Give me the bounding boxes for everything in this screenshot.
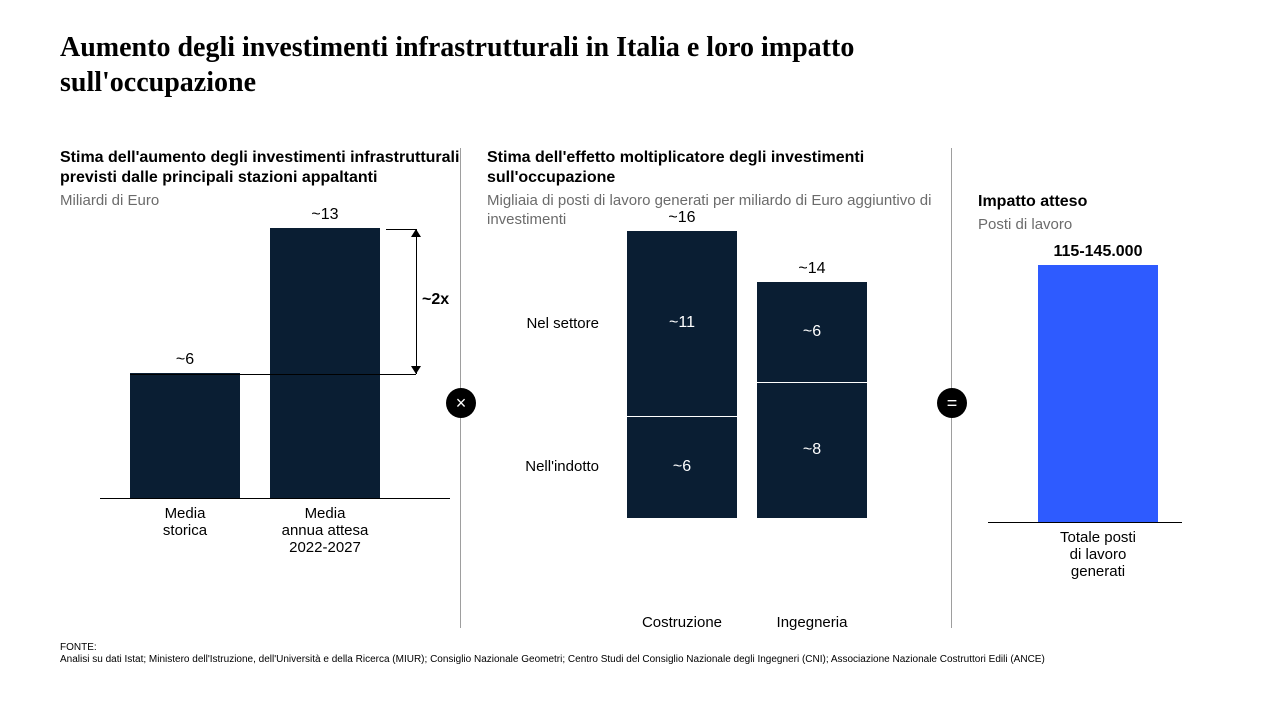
reference-line [130,374,416,375]
bar-value: ~13 [270,206,380,224]
bar-fill [270,228,380,498]
panel-multiplier-title: Stima dell'effetto moltiplicatore degli … [487,148,951,188]
x-tick-label: Mediastorica [130,505,240,540]
bar: ~6 [130,373,240,498]
bar-segment: ~11 [627,231,737,417]
panel-impact: Impatto atteso Posti di lavoro 115-145.0… [952,148,1192,638]
panel-investments-subtitle: Miliardi di Euro [60,192,460,211]
bar-total-value: ~14 [757,260,867,278]
investments-x-axis: Mediastorica Mediaannua attesa2022-2027 [100,505,450,565]
panel-investments-title: Stima dell'aumento degli investimenti in… [60,148,460,188]
panel-multiplier: Stima dell'effetto moltiplicatore degli … [461,148,951,638]
x-tick-label: Costruzione [627,614,737,631]
source-footnote: FONTE: Analisi su dati Istat; Ministero … [60,642,1220,666]
multiplier-x-axis: Costruzione Ingegneria [607,614,951,638]
row-label-top: Nel settore [479,315,599,332]
bar-fill [130,373,240,498]
x-tick-label: Ingegneria [757,614,867,631]
bar: ~13 [270,228,380,498]
arrowhead-up-icon [411,229,421,237]
x-tick-label: Mediaannua attesa2022-2027 [270,505,380,557]
stacked-row-labels: Nel settoreNell'indotto [487,230,607,609]
source-text: Analisi su dati Istat; Ministero dell'Is… [60,654,1220,666]
panel-impact-subtitle: Posti di lavoro [978,216,1192,235]
row-label-bottom: Nell'indotto [479,458,599,475]
panel-investments: Stima dell'aumento degli investimenti in… [60,148,460,638]
multiplier-stacked-chart: ~16~11~6~14~6~8 [607,248,951,518]
bar-value: ~6 [130,351,240,369]
equals-operator-icon: = [937,388,967,418]
impact-bar: 115-145.000 [1038,265,1158,522]
multiplier-label: ~2x [422,291,449,309]
arrowhead-down-icon [411,366,421,374]
source-label: FONTE: [60,642,1220,654]
impact-value: 115-145.000 [1038,243,1158,261]
panel-impact-title: Impatto atteso [978,192,1192,212]
bracket-vertical [416,229,417,374]
bar-total-value: ~16 [627,209,737,227]
stacked-bar: ~16~11~6 [627,231,737,518]
bar-segment: ~6 [757,282,867,383]
stacked-bar: ~14~6~8 [757,282,867,518]
bar-segment: ~6 [627,417,737,518]
impact-x-axis: Totale postidi lavorogenerati [988,529,1182,589]
page-title: Aumento degli investimenti infrastruttur… [60,30,960,100]
impact-bar-chart: 115-145.000 [988,253,1182,523]
investments-bar-chart: ~6 ~13 ~2x [100,229,450,499]
x-tick-label: Totale postidi lavorogenerati [1038,529,1158,581]
bar-segment: ~8 [757,383,867,518]
panels-row: Stima dell'aumento degli investimenti in… [60,148,1220,638]
times-operator-icon: × [446,388,476,418]
bar-fill [1038,265,1158,522]
